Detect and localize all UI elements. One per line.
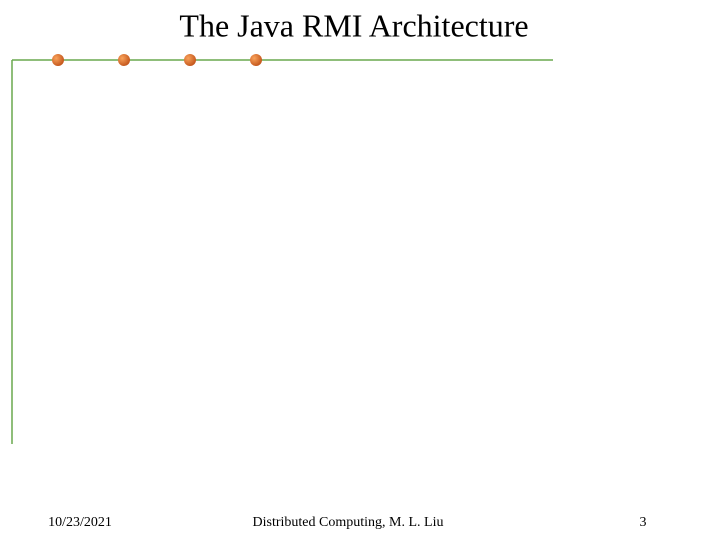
bullet-dot — [250, 54, 262, 66]
page-number: 3 — [640, 515, 647, 530]
footer-center: Distributed Computing, M. L. Liu — [253, 515, 444, 530]
bullet-dot — [52, 54, 64, 66]
slide-title: The Java RMI Architecture — [179, 7, 528, 43]
footer-date: 10/23/2021 — [48, 515, 112, 530]
bullet-dot — [184, 54, 196, 66]
bullet-dot — [118, 54, 130, 66]
